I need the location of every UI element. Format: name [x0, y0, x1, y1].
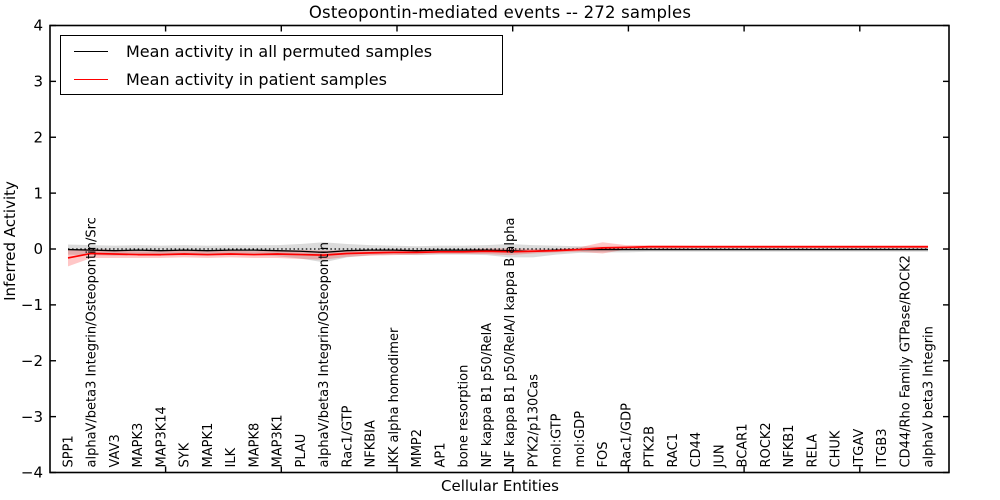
x-category-label: mol:GDP — [573, 411, 588, 468]
x-category-label: MAP3K1 — [271, 414, 286, 467]
x-category-label: alphaV/beta3 Integrin/Osteopontin/Src — [85, 217, 100, 467]
x-category-label: JUN — [712, 444, 727, 468]
y-tick-label: 0 — [33, 240, 43, 258]
x-category-label: Rac1/GTP — [340, 405, 355, 467]
x-category-label: RELA — [805, 434, 820, 468]
chart-title: Osteopontin-mediated events -- 272 sampl… — [308, 3, 692, 22]
x-category-label: bone resorption — [457, 365, 472, 468]
x-category-label: NF kappa B1 p50/RelA — [480, 323, 495, 468]
x-category-label: PTK2B — [643, 426, 658, 468]
x-category-label: alphaV/beta3 Integrin/Osteopontin — [317, 242, 332, 467]
y-tick-label: −3 — [21, 408, 43, 426]
x-axis-title: Cellular Entities — [441, 477, 559, 495]
y-tick-label: 3 — [33, 73, 43, 91]
x-category-label: MAP3K14 — [154, 406, 169, 467]
x-category-label: MAPK3 — [131, 423, 146, 468]
x-category-label: FOS — [596, 442, 611, 468]
y-tick-label: 1 — [33, 184, 43, 202]
legend: Mean activity in all permuted samples Me… — [60, 35, 503, 95]
red-line-swatch — [74, 78, 108, 80]
x-category-label: NF kappa B1 p50/RelA/I kappa B alpha — [503, 218, 518, 468]
x-category-label: mol:GTP — [550, 413, 565, 467]
x-category-label: RAC1 — [666, 433, 681, 468]
permuted-mean-line — [67, 248, 928, 254]
legend-label: Mean activity in all permuted samples — [126, 41, 433, 61]
x-category-label: ITGAV — [852, 429, 867, 468]
patient-mean-line — [67, 245, 928, 259]
x-category-label: NFKB1 — [782, 425, 797, 468]
x-category-label: ROCK2 — [759, 422, 774, 467]
x-category-label: NFKBIA — [364, 420, 379, 467]
legend-item-patient: Mean activity in patient samples — [61, 68, 502, 90]
x-category-label: Rac1/GDP — [619, 403, 634, 468]
x-category-label: CD44 — [689, 432, 704, 468]
x-category-label: MAPK1 — [201, 423, 216, 468]
x-category-label: AP1 — [433, 442, 448, 467]
x-category-label: SPP1 — [62, 435, 77, 467]
y-tick-label: 4 — [33, 17, 43, 35]
x-category-label: CHUK — [829, 430, 844, 467]
x-category-label: MMP2 — [410, 429, 425, 468]
x-category-label: BCAR1 — [736, 424, 751, 468]
y-tick-label: 2 — [33, 128, 43, 146]
legend-item-permuted: Mean activity in all permuted samples — [61, 40, 502, 62]
legend-label: Mean activity in patient samples — [126, 69, 387, 89]
x-category-label: MAPK8 — [247, 423, 262, 468]
patient-band — [68, 242, 928, 267]
y-tick-label: −2 — [21, 352, 43, 370]
x-category-label: alphaV beta3 Integrin — [922, 326, 937, 467]
x-category-label: IKK alpha homodimer — [387, 327, 402, 468]
y-tick-label: −4 — [21, 464, 43, 482]
y-tick-label: −1 — [21, 296, 43, 314]
x-category-label: PLAU — [294, 434, 309, 468]
y-axis-title: Inferred Activity — [1, 181, 19, 301]
x-category-label: ILK — [224, 447, 239, 467]
x-category-label: PYK2/p130Cas — [526, 374, 541, 468]
x-category-label: SYK — [178, 442, 193, 467]
black-line-swatch — [74, 50, 108, 52]
x-category-label: VAV3 — [108, 434, 123, 467]
x-category-label: CD44/Rho Family GTPase/ROCK2 — [898, 255, 913, 467]
x-category-label: ITGB3 — [875, 428, 890, 467]
